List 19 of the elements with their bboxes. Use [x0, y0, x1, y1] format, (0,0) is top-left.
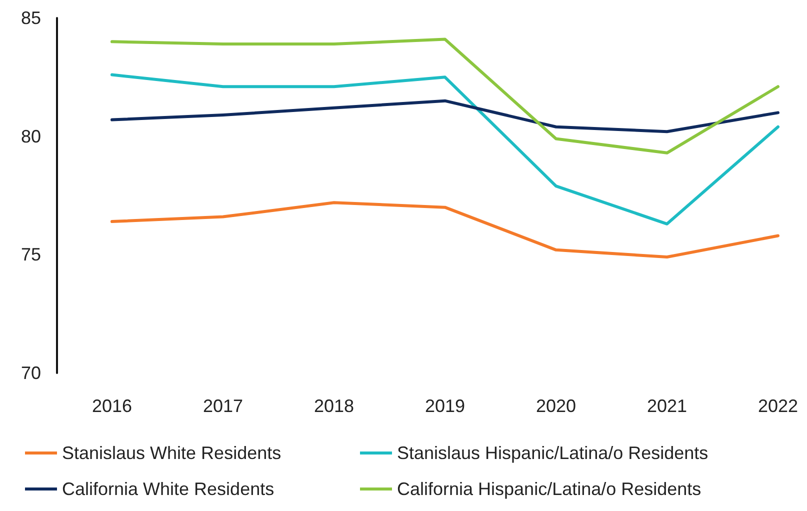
y-tick-label: 75: [20, 244, 41, 265]
legend-label: Stanislaus White Residents: [62, 443, 282, 463]
line-series: [110, 38, 780, 154]
y-tick-label: 85: [20, 8, 41, 28]
line-series: [110, 201, 780, 259]
x-tick-label: 2018: [314, 396, 354, 416]
y-tick-label: 80: [20, 126, 41, 146]
x-tick-label: 2021: [646, 396, 688, 416]
x-tick-label: 2022: [758, 396, 798, 416]
legend-label: California Hispanic/Latina/o Residents: [397, 479, 702, 499]
legend-label: Stanislaus Hispanic/Latina/o Residents: [397, 443, 708, 463]
x-tick-label: 2016: [92, 396, 132, 416]
line-series: [110, 99, 780, 134]
line-series: [110, 73, 780, 226]
x-tick-label: 2017: [202, 396, 244, 416]
legend-label: California White Residents: [62, 479, 274, 499]
y-tick-label: 70: [20, 363, 41, 383]
x-tick-label: 2019: [424, 396, 466, 416]
x-tick-label: 2020: [536, 396, 576, 416]
